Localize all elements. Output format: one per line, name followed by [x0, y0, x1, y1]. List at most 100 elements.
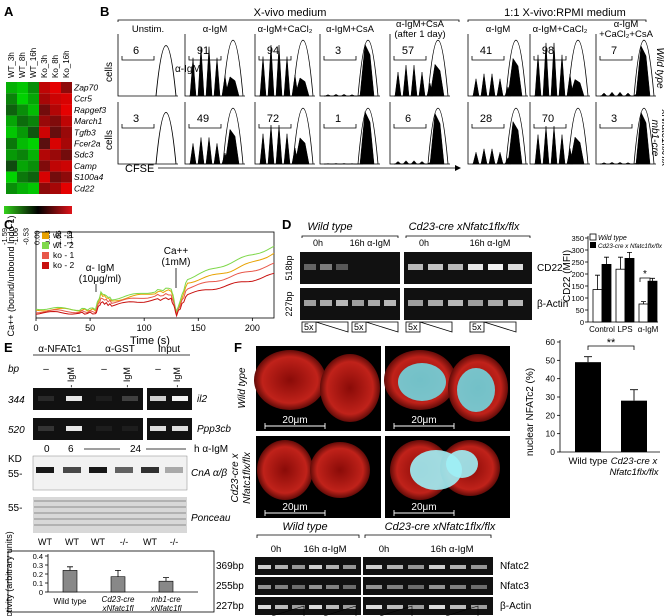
f-gel-band — [258, 585, 271, 589]
b-gate-value: 7 — [611, 45, 617, 57]
heatmap-cell — [17, 82, 28, 94]
b-histogram-fill — [259, 45, 310, 97]
e-activity-error — [115, 570, 121, 577]
e-western-band — [89, 467, 107, 473]
b-gate-value: 49 — [197, 113, 209, 125]
e-lane-sign: α- IgM — [122, 367, 132, 393]
b-histogram-fill — [394, 112, 445, 165]
heatmap-scale-label: -0.53 — [22, 228, 31, 245]
e-activity-error — [163, 577, 169, 582]
heatmap-gene-label: S100a4 — [74, 172, 104, 182]
e-lane-signs: – α- IgM – α- IgM – α- IgM — [43, 364, 182, 393]
d-dilution-triangle — [365, 321, 399, 333]
e-activity-ytick-label: 0.3 — [33, 561, 43, 570]
c-series-line — [35, 245, 275, 313]
b-gate-value: 3 — [335, 45, 341, 57]
d-bracket — [301, 235, 399, 238]
b-gate-value: 70 — [542, 113, 554, 125]
f-gel-band — [326, 605, 339, 609]
heatmap-color-scale — [4, 206, 72, 214]
c-x-tick-label: 50 — [85, 323, 95, 333]
d-band — [304, 264, 316, 270]
f-gel-band — [309, 605, 322, 609]
e-genotype: -/- — [120, 537, 129, 547]
heatmap-cell — [6, 126, 17, 138]
d-size-227: 227bp — [284, 291, 294, 316]
b-group1-bracket — [117, 19, 460, 22]
b-inset-label: α-IgM — [175, 64, 201, 75]
heatmap-cell — [61, 93, 72, 105]
f-bar-category: Cd23-cre x — [611, 456, 659, 467]
heatmap-cell — [28, 182, 39, 194]
heatmap-cell — [6, 115, 17, 127]
panel-label-c: C — [4, 217, 14, 232]
heatmap-cell — [28, 126, 39, 138]
c-plot-lines — [35, 245, 275, 318]
e-band — [150, 426, 166, 431]
d-lane-label: 16h α-IgM — [350, 238, 391, 248]
e-lane-sign: – — [43, 364, 49, 375]
b-gate-value: 6 — [133, 45, 139, 57]
e-header-nfatc1: α-NFATc1 — [38, 344, 82, 355]
f-micrograph-wt-red — [254, 346, 381, 431]
d-bar-ylabel: CD22 (MFI) — [562, 250, 573, 302]
svg-text:Cd23-cre x: Cd23-cre x — [230, 453, 241, 503]
f-bar-ytick-label: 20 — [546, 410, 556, 420]
panel-label-a: A — [4, 4, 14, 19]
f-bar-ytick-label: 30 — [546, 392, 556, 402]
b-histogram-curve — [155, 45, 177, 97]
e-western-bands — [36, 467, 183, 473]
heatmap-cell — [17, 149, 28, 161]
b-histogram-control-overlay — [357, 108, 379, 165]
heatmap-gene-label: Rapgef3 — [74, 105, 106, 115]
d-band — [384, 300, 396, 306]
c-annotation-ca: Ca++ (1mM) — [162, 246, 190, 288]
b-group2-title: 1:1 X-vivo:RPMI medium — [504, 7, 626, 19]
e-activity-frame — [7, 550, 215, 613]
panel-label-f: F — [234, 340, 242, 355]
e-lane-sign: – — [101, 364, 107, 375]
d-band-cd22: CD22 — [537, 263, 563, 274]
heatmap-cell — [6, 104, 17, 116]
f-bar-chart: 0 10 20 30 40 50 60 ** Wild type Cd23-cre xNfatc1… — [546, 337, 660, 478]
d-band — [488, 300, 503, 306]
f-bar-ytick-label: 40 — [546, 374, 556, 384]
e-kd-55-1: 55- — [8, 469, 22, 480]
e-activity-error — [67, 566, 73, 571]
f-bar-category: Nfatc1flx/flx — [609, 467, 659, 478]
c-legend-swatch — [42, 242, 49, 249]
e-western-band — [165, 467, 183, 473]
f-gel-lane-label: 0h — [271, 544, 282, 555]
f-gel-band — [450, 565, 466, 569]
e-activity-bar — [62, 570, 78, 593]
f-scale-text: 20μm — [411, 415, 436, 426]
b-histogram-control-overlay — [567, 108, 589, 165]
e-kd-55-2: 55- — [8, 503, 22, 514]
c-xlabel: Time (s) — [130, 335, 170, 347]
e-gel-il2-input — [147, 388, 192, 410]
c-legend-swatch — [42, 252, 49, 259]
heatmap-cell — [6, 160, 17, 172]
d-dilution-label: 5x — [304, 322, 314, 332]
b-histogram-fill — [189, 128, 240, 165]
d-bar-chart: 0 50 100 150 200 250 300 350 Control LPS α-IgM * Wil… — [571, 233, 663, 334]
f-gel-lane-label: 0h — [379, 544, 390, 555]
e-gel-ppp3cb-ip — [33, 418, 143, 440]
f-gel-wt-nfatc2 — [255, 557, 361, 575]
heatmap-cell — [50, 104, 61, 116]
d-band — [428, 264, 443, 270]
heatmap-cell — [17, 115, 28, 127]
b-gate — [188, 56, 222, 61]
f-bar-sig-bracket — [587, 345, 635, 350]
d-lane-label: 0h — [419, 238, 429, 248]
d-bar-error — [618, 256, 623, 270]
heatmap-cell — [61, 104, 72, 116]
d-dilution-triangle — [315, 321, 349, 333]
e-header-input: Input — [158, 344, 180, 355]
d-wt-title: Wild type — [307, 221, 352, 233]
heatmap-gene-label: Sdc3 — [74, 150, 94, 160]
heatmap-cell — [28, 138, 39, 150]
heatmap-column-label: WT_8h — [18, 52, 27, 78]
e-band — [150, 396, 166, 401]
f-gel-band — [292, 565, 305, 569]
